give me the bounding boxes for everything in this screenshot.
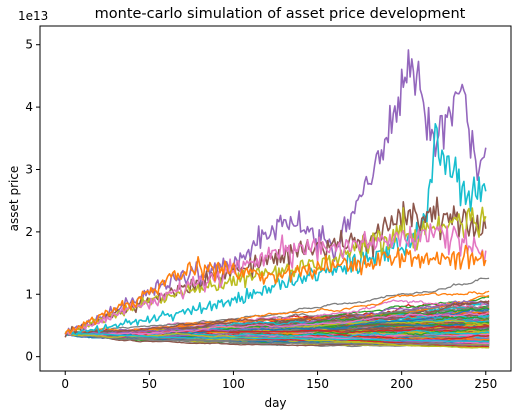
- x-axis: 0 50 100 150 200 250: [61, 371, 497, 391]
- simulation-line: [64, 300, 490, 336]
- y-tick-label: 3: [25, 162, 33, 176]
- simulation-lines: [64, 49, 490, 349]
- y-axis-label: asset price: [7, 166, 21, 232]
- simulation-line: [65, 333, 490, 347]
- x-tick-label: 100: [222, 377, 245, 391]
- y-tick-label: 0: [25, 350, 33, 364]
- y-tick-label: 5: [25, 38, 33, 52]
- y-tick-label: 4: [25, 100, 33, 114]
- y-tick-label: 1: [25, 287, 33, 301]
- x-tick-label: 150: [306, 377, 329, 391]
- y-tick-label: 2: [25, 225, 33, 239]
- chart-title: monte-carlo simulation of asset price de…: [95, 6, 466, 22]
- x-tick-label: 200: [390, 377, 413, 391]
- simulation-line: [65, 312, 490, 336]
- highlight-simulation-line: [64, 49, 487, 336]
- x-tick-label: 50: [142, 377, 157, 391]
- x-tick-label: 0: [61, 377, 69, 391]
- x-axis-label: day: [264, 396, 286, 410]
- highlight-simulation-line: [64, 196, 487, 338]
- y-offset-label: 1e13: [18, 9, 48, 23]
- simulation-line: [64, 300, 490, 335]
- y-axis: 0 1 2 3 4 5: [25, 38, 40, 364]
- plot-frame: [39, 25, 512, 372]
- simulation-line: [65, 332, 490, 343]
- highlight-simulation-line: [64, 244, 487, 335]
- x-tick-label: 250: [474, 377, 497, 391]
